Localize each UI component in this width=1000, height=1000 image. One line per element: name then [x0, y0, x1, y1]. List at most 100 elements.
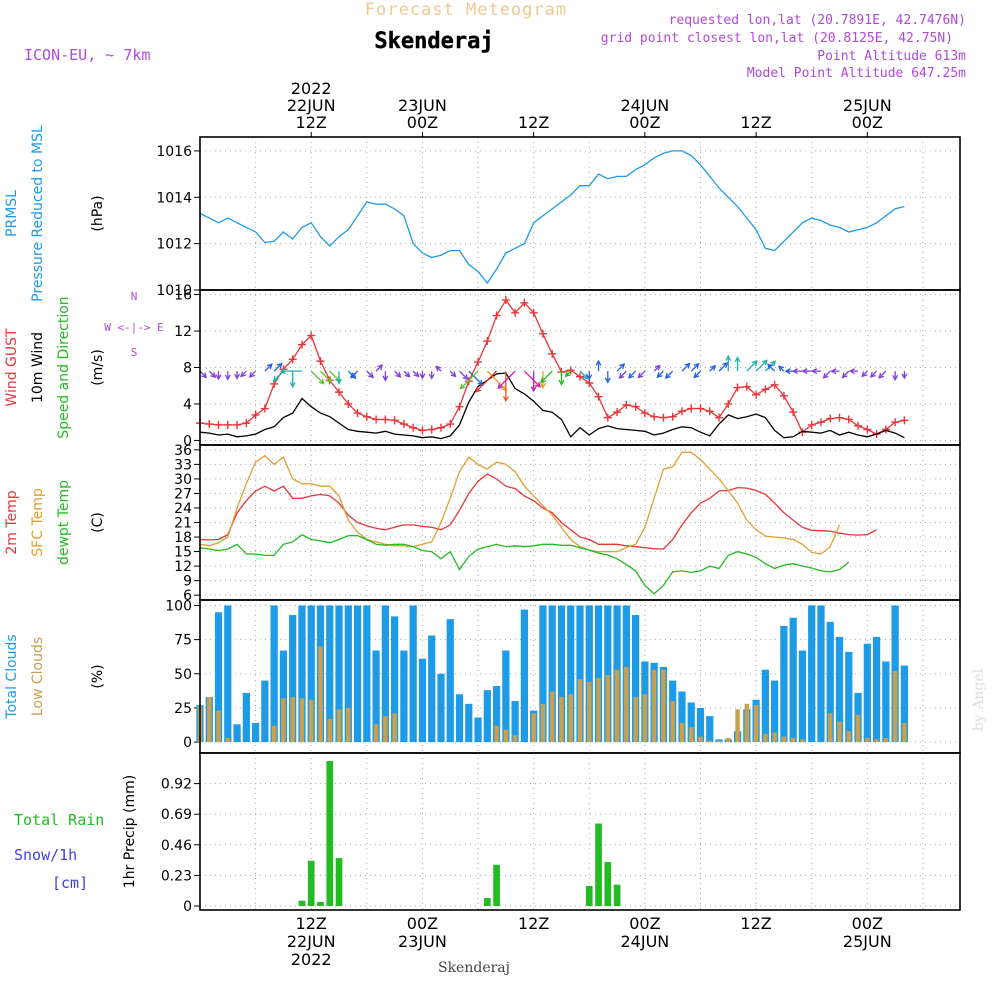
wind-y-tick-label: 0 [183, 433, 192, 449]
wind-series-label: 10m Wind [30, 332, 46, 403]
clouds-low_clouds-bar [642, 694, 648, 743]
clouds-total_clouds-bar [233, 724, 241, 743]
clouds-low_clouds-bar [596, 677, 601, 743]
clouds-low_clouds-bar [577, 679, 583, 743]
wind-arrow [273, 370, 284, 382]
gust-marker [724, 399, 733, 408]
wind-arrow-head [368, 372, 375, 379]
clouds-low_clouds-bar [207, 696, 212, 743]
wind-arrow-head [272, 375, 279, 382]
precip-rain-bar [298, 900, 306, 907]
clouds-total_clouds-bar [835, 636, 844, 743]
clouds-total_clouds-bar [418, 658, 427, 743]
wind-arrow-head [279, 368, 286, 375]
gust-marker [733, 383, 742, 392]
temperature-y-tick-label: 6 [183, 588, 192, 604]
precip-y-tick-label: 0.69 [161, 807, 192, 823]
clouds-total_clouds-bar [492, 686, 501, 743]
wind-arrow-head [234, 373, 241, 380]
wind-arrow-head [540, 377, 547, 384]
wind-arrow [618, 370, 627, 379]
gust-marker [307, 331, 316, 340]
wind-arrow-head [770, 360, 777, 367]
clouds-low_clouds-bar [670, 701, 675, 743]
clouds-total_clouds-bar [224, 605, 232, 743]
wind-arrow-head [693, 372, 700, 379]
footer-location: Skenderaj [438, 960, 510, 976]
precip-rain-bar [335, 858, 343, 907]
gust-marker [223, 420, 232, 429]
clouds-total_clouds-bar [696, 707, 705, 743]
temperature-y-tick-label: 36 [174, 443, 192, 459]
clouds-total_clouds-bar [567, 605, 575, 743]
gust-marker [492, 311, 501, 320]
wind-arrow-head [318, 378, 325, 385]
temperature-y-tick-label: 27 [174, 486, 192, 502]
wind-arrow-head [582, 373, 589, 380]
time-label-bottom: 22JUN [287, 932, 336, 951]
chart-subtitle: Forecast Meteogram [365, 0, 567, 20]
time-label-bottom: 25JUN [843, 932, 892, 951]
precip-y-tick-label: 0.92 [161, 777, 192, 793]
time-label-top: 25JUN [843, 96, 892, 115]
clouds-total_clouds-bar [576, 605, 584, 743]
wind-arrow [375, 364, 383, 372]
clouds-low_clouds-bar [308, 699, 314, 743]
gust-marker [770, 380, 779, 389]
wind-arrow [497, 370, 516, 389]
gust-marker [288, 355, 297, 364]
gust-marker [362, 412, 371, 421]
clouds-low_clouds-bar [281, 698, 286, 743]
wind-arrow-head [395, 371, 402, 378]
clouds-total_clouds-bar [289, 615, 297, 743]
gust-marker [835, 413, 844, 422]
wind-wind-line [199, 372, 905, 440]
clouds-series-label: Total Clouds [4, 634, 20, 719]
wind-arrow-head [462, 374, 469, 381]
clouds-total_clouds-bar [789, 617, 797, 743]
clouds-low_clouds-bar [216, 710, 221, 743]
compass-west-east: W <-|-> E [104, 321, 164, 334]
gust-marker [789, 408, 798, 417]
clouds-low_clouds-bar [744, 703, 750, 743]
clouds-total_clouds-bar [817, 605, 825, 743]
time-label-top: 2022 [291, 79, 332, 98]
clouds-total_clouds-bar [279, 650, 288, 743]
time-label-top: 22JUN [287, 96, 336, 115]
precip-rain-bar [493, 864, 500, 907]
pressure-series-label: PRMSL [4, 190, 20, 237]
temperature-unit-label: (C) [90, 512, 106, 533]
wind-arrow [475, 370, 498, 393]
clouds-total_clouds-bar [863, 643, 871, 743]
clouds-low_clouds-bar [855, 714, 861, 743]
wind-arrow-head [693, 362, 700, 369]
wind-arrow [693, 370, 701, 378]
wind-arrow-head [248, 371, 255, 378]
wind-arrow [320, 370, 332, 383]
time-label-top: 12Z [740, 113, 771, 132]
wind-arrow-head [664, 373, 671, 379]
precip-panel: 0 0.23 0.46 0.69 0.92 Total Rain Snow/1h [cm] 1h… [14, 752, 961, 915]
wind-arrow-head [419, 373, 426, 380]
clouds-total_clouds-bar [687, 702, 695, 743]
gust-marker [807, 420, 816, 429]
wind-series-label: Speed and Direction [56, 296, 72, 438]
pressure-series-label: Pressure Reduced to MSL [30, 125, 46, 302]
gust-marker [529, 308, 538, 317]
clouds-total_clouds-bar [242, 692, 250, 743]
pressure-frame [199, 136, 961, 291]
wind-arrow-head [822, 372, 829, 379]
wind-arrow [208, 370, 216, 378]
gust-marker [214, 420, 223, 429]
gust-marker [520, 298, 529, 307]
temperature-series-label: SFC Temp [30, 488, 46, 557]
precip-unit-label: 1hr Precip (mm) [122, 775, 138, 888]
wind-arrow-head [892, 375, 899, 382]
clouds-low_clouds-bar [299, 698, 305, 743]
clouds-low_clouds-bar [790, 737, 796, 743]
gust-marker [418, 426, 427, 435]
wind-arrow-head [767, 363, 773, 370]
clouds-panel: 0 25 50 75 100 Total Clouds Low Clouds (%) [4, 598, 961, 754]
wind-arrow [329, 370, 341, 382]
clouds-total_clouds-bar [391, 616, 399, 743]
